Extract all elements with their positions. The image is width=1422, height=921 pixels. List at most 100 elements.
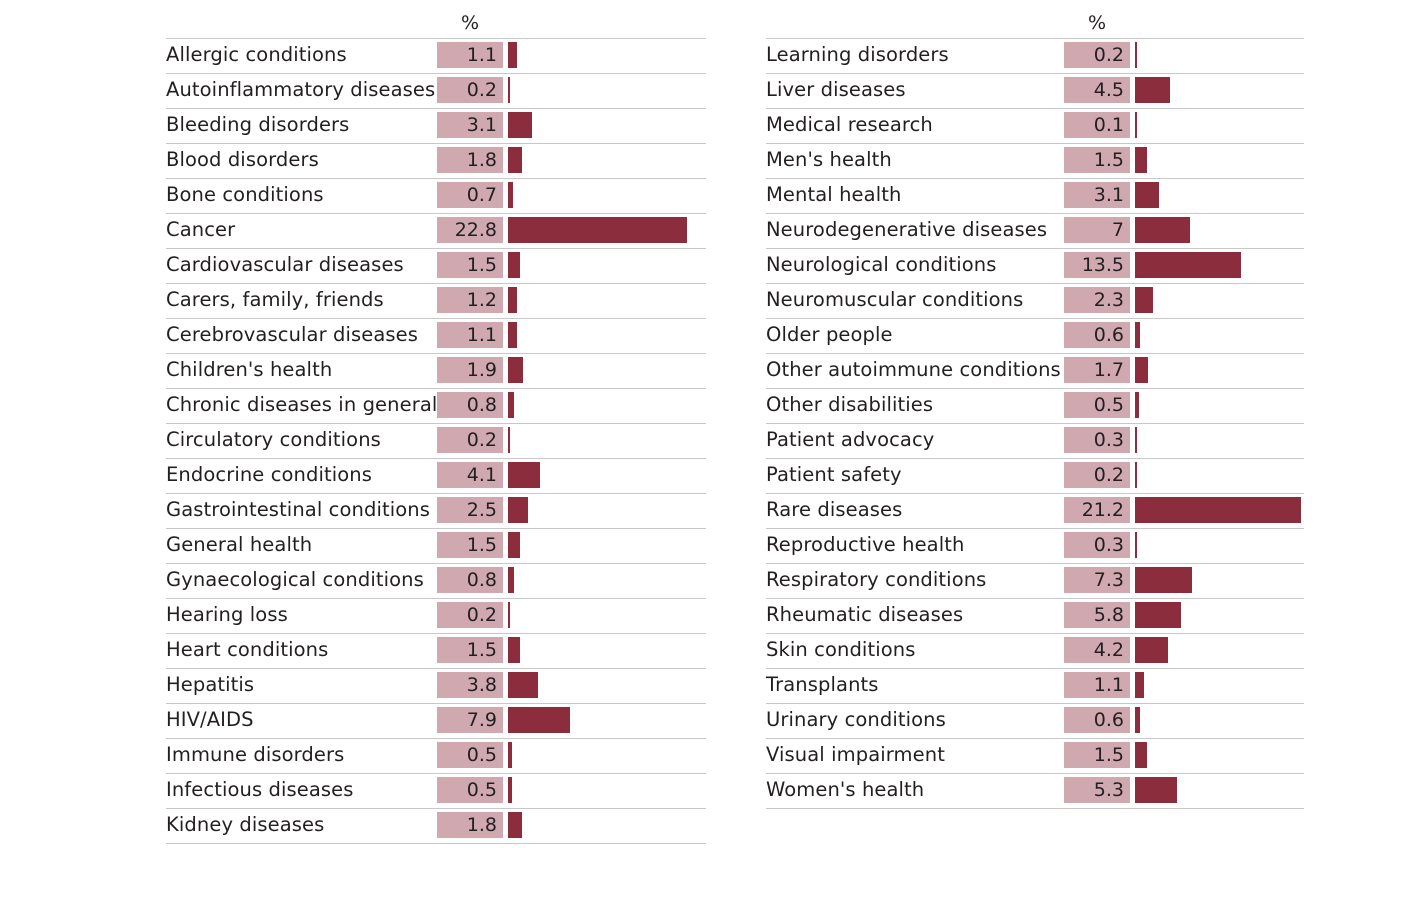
table-row: Urinary conditions 0.6: [766, 703, 1304, 738]
value-label: 1.5: [437, 252, 503, 278]
category-label: Chronic diseases in general: [166, 393, 438, 416]
value-label: 1.1: [1064, 672, 1130, 698]
table-row: Children's health 1.9: [166, 353, 706, 388]
table-row: Reproductive health 0.3: [766, 528, 1304, 563]
bar: [508, 462, 541, 488]
category-label: HIV/AIDS: [166, 708, 254, 731]
value-label: 3.8: [437, 672, 503, 698]
value-label: 0.3: [1064, 532, 1130, 558]
category-label: Allergic conditions: [166, 43, 347, 66]
category-label: Neuromuscular conditions: [766, 288, 1024, 311]
category-label: Medical research: [766, 113, 933, 136]
category-label: Autoinflammatory diseases: [166, 78, 436, 101]
category-label: Patient safety: [766, 463, 902, 486]
value-label: 0.5: [437, 742, 503, 768]
bar: [1135, 252, 1241, 278]
bar: [508, 707, 570, 733]
bar: [1135, 672, 1144, 698]
table-row: Patient safety 0.2: [766, 458, 1304, 493]
table-row: Bone conditions 0.7: [166, 178, 706, 213]
table-row: Cardiovascular diseases 1.5: [166, 248, 706, 283]
category-label: Bone conditions: [166, 183, 324, 206]
bar: [1135, 392, 1139, 418]
table-row: Allergic conditions 1.1: [166, 38, 706, 73]
bar: [508, 147, 523, 173]
table-row: Bleeding disorders 3.1: [166, 108, 706, 143]
category-label: Cancer: [166, 218, 236, 241]
category-label: Gastrointestinal conditions: [166, 498, 430, 521]
value-label: 7: [1064, 217, 1130, 243]
category-label: Neurodegenerative diseases: [766, 218, 1048, 241]
table-row: Rheumatic diseases 5.8: [766, 598, 1304, 633]
category-label: Other autoimmune conditions: [766, 358, 1061, 381]
table-row: Immune disorders 0.5: [166, 738, 706, 773]
bar: [508, 567, 515, 593]
bar: [1135, 777, 1177, 803]
column-header-2: %: [1087, 12, 1107, 34]
category-label: Respiratory conditions: [766, 568, 987, 591]
bar: [1135, 42, 1137, 68]
table-row: Gynaecological conditions 0.8: [166, 563, 706, 598]
bar: [1135, 707, 1140, 733]
table-row: Medical research 0.1: [766, 108, 1304, 143]
bar: [508, 182, 514, 208]
bar: [1135, 602, 1181, 628]
value-label: 0.8: [437, 392, 503, 418]
category-label: Immune disorders: [166, 743, 345, 766]
bar: [508, 532, 520, 558]
value-label: 0.6: [1064, 322, 1130, 348]
table-row: Neurological conditions 13.5: [766, 248, 1304, 283]
category-label: Reproductive health: [766, 533, 965, 556]
category-label: Cardiovascular diseases: [166, 253, 404, 276]
value-label: 0.5: [437, 777, 503, 803]
category-label: Gynaecological conditions: [166, 568, 424, 591]
table-row: Carers, family, friends 1.2: [166, 283, 706, 318]
table-row: Liver diseases 4.5: [766, 73, 1304, 108]
bar: [1135, 287, 1154, 313]
value-label: 1.5: [1064, 147, 1130, 173]
bar: [508, 357, 523, 383]
value-label: 0.2: [437, 77, 503, 103]
bar: [508, 812, 523, 838]
table-row: Infectious diseases 0.5: [166, 773, 706, 808]
value-label: 0.3: [1064, 427, 1130, 453]
value-label: 4.5: [1064, 77, 1130, 103]
bar: [508, 497, 528, 523]
value-label: 13.5: [1064, 252, 1130, 278]
category-label: Children's health: [166, 358, 333, 381]
table-row: General health 1.5: [166, 528, 706, 563]
bar: [1135, 147, 1147, 173]
value-label: 1.7: [1064, 357, 1130, 383]
table-row: Skin conditions 4.2: [766, 633, 1304, 668]
value-label: 5.3: [1064, 777, 1130, 803]
value-label: 1.8: [437, 812, 503, 838]
category-label: Heart conditions: [166, 638, 329, 661]
bar: [508, 742, 512, 768]
value-label: 7.9: [437, 707, 503, 733]
bar: [508, 287, 518, 313]
value-label: 1.1: [437, 322, 503, 348]
table-row: Other disabilities 0.5: [766, 388, 1304, 423]
bar: [1135, 497, 1302, 523]
value-label: 5.8: [1064, 602, 1130, 628]
bar: [508, 672, 538, 698]
table-row: Cancer 22.8: [166, 213, 706, 248]
bar: [508, 637, 520, 663]
bar: [1135, 322, 1140, 348]
bar: [508, 112, 533, 138]
category-label: Rare diseases: [766, 498, 903, 521]
value-label: 1.2: [437, 287, 503, 313]
category-label: Rheumatic diseases: [766, 603, 964, 626]
bar: [1135, 462, 1137, 488]
table-row: Gastrointestinal conditions 2.5: [166, 493, 706, 528]
value-label: 0.5: [1064, 392, 1130, 418]
value-label: 22.8: [437, 217, 503, 243]
table-row: Circulatory conditions 0.2: [166, 423, 706, 458]
table-bottom-rule: [766, 808, 1304, 809]
table-row: Chronic diseases in general 0.8: [166, 388, 706, 423]
category-label: Cerebrovascular diseases: [166, 323, 419, 346]
column-header-1: %: [460, 12, 480, 34]
value-label: 3.1: [1064, 182, 1130, 208]
category-label: Infectious diseases: [166, 778, 354, 801]
